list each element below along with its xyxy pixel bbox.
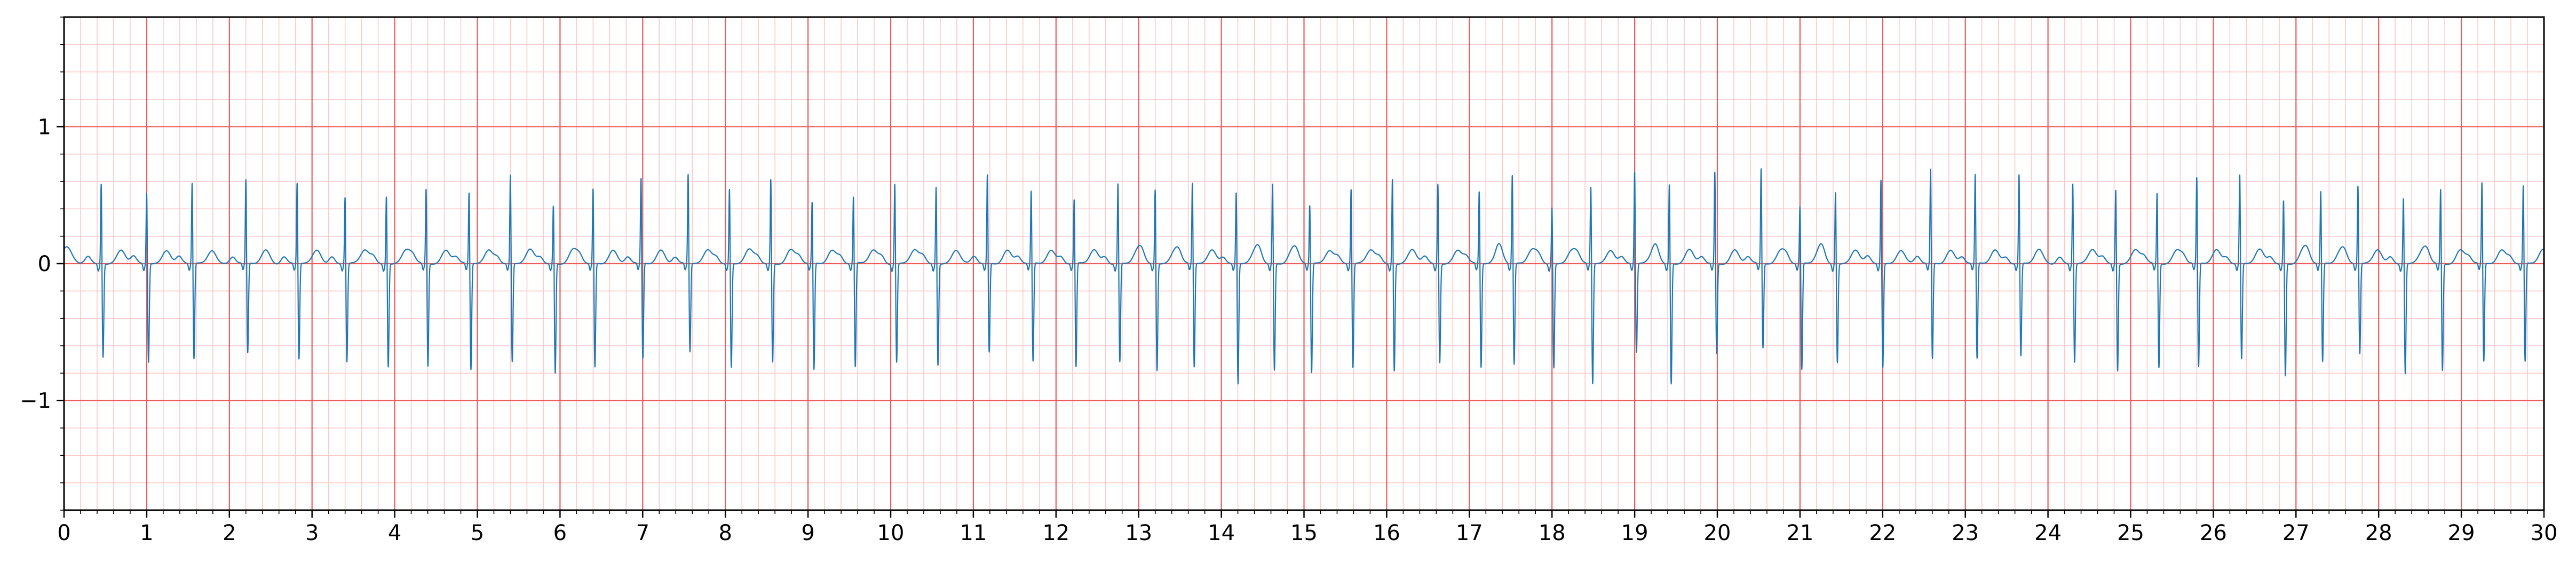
x-tick-label: 7: [636, 521, 649, 545]
x-tick-label: 25: [2117, 521, 2144, 545]
x-axis: 0 1 2 3 4 5 6 7 8 9 10 11 12 13 14 15 16 17 18 19 20 21 22 23 24…: [57, 510, 2557, 545]
x-tick-label: 8: [718, 521, 732, 545]
x-tick-label: 22: [1869, 521, 1896, 545]
x-tick-label: 5: [471, 521, 484, 545]
x-tick-label: 21: [1786, 521, 1813, 545]
x-tick-label: 16: [1373, 521, 1400, 545]
x-tick-label: 11: [960, 521, 987, 545]
x-tick-label: 10: [877, 521, 905, 545]
y-tick-label: 0: [38, 252, 51, 276]
y-tick-label: −1: [20, 389, 51, 414]
x-tick-label: 13: [1125, 521, 1152, 545]
x-tick-label: 0: [57, 521, 70, 545]
x-tick-label: 6: [553, 521, 567, 545]
x-tick-label: 23: [1952, 521, 1979, 545]
y-tick-label: 1: [38, 115, 51, 139]
x-tick-label: 19: [1621, 521, 1648, 545]
ecg-trace-line: [64, 168, 2545, 385]
x-tick-label: 12: [1042, 521, 1069, 545]
x-tick-label: 15: [1290, 521, 1318, 545]
x-tick-label: 28: [2365, 521, 2392, 545]
x-tick-label: 4: [388, 521, 401, 545]
x-tick-label: 26: [2200, 521, 2227, 545]
x-tick-label: 2: [223, 521, 236, 545]
x-tick-label: 29: [2448, 521, 2475, 545]
x-tick-label: 24: [2034, 521, 2062, 545]
x-tick-label: 14: [1208, 521, 1235, 545]
x-tick-label: 18: [1539, 521, 1566, 545]
x-tick-label: 30: [2531, 521, 2558, 545]
y-axis: −1 0 1: [20, 17, 64, 511]
x-tick-label: 1: [140, 521, 153, 545]
x-tick-label: 27: [2282, 521, 2310, 545]
x-tick-label: 3: [305, 521, 319, 545]
x-tick-label: 20: [1704, 521, 1731, 545]
x-tick-label: 17: [1456, 521, 1483, 545]
x-tick-label: 9: [801, 521, 814, 545]
